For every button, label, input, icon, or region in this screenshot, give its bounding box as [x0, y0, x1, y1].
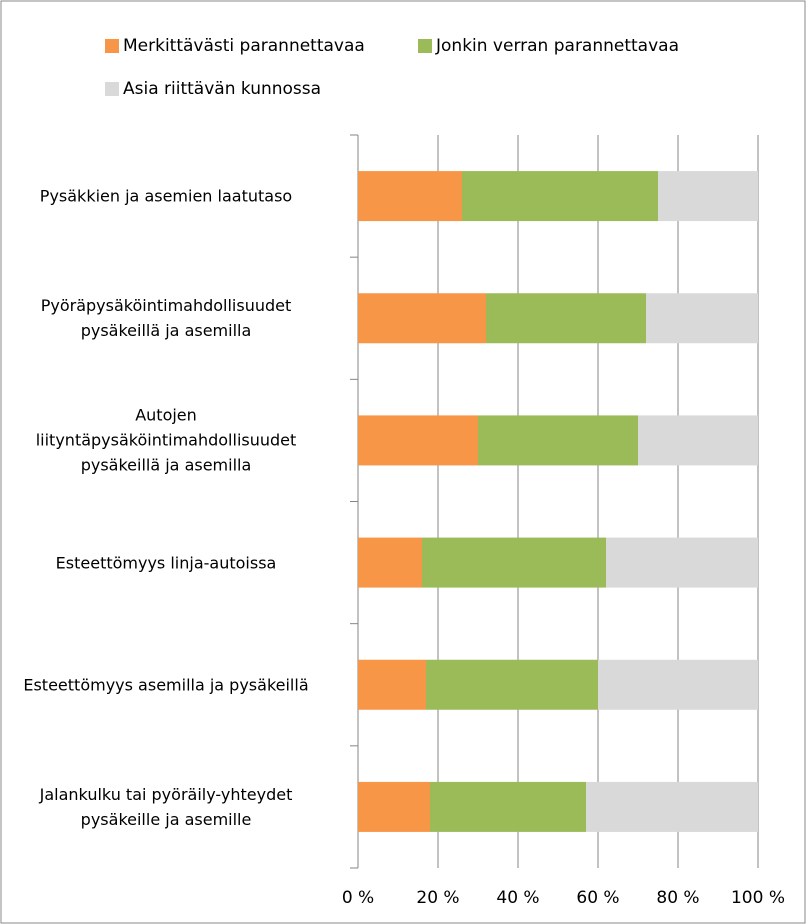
y-tick-label: Autojen liityntäpysäköintimahdollisuudet…: [35, 405, 297, 475]
x-tick-label: 60 %: [576, 888, 619, 908]
legend-label: Jonkin verran parannettavaa: [435, 36, 679, 56]
bar-segment: [422, 537, 606, 588]
x-tick-label: 20 %: [416, 888, 459, 908]
bar-segment: [638, 415, 758, 466]
y-tick-label: Jalankulku tai pyöräily-yhteydet pysäkei…: [39, 784, 293, 829]
x-tick-label: 0 %: [342, 888, 374, 908]
bar-segment: [426, 659, 598, 710]
x-tick-label: 80 %: [656, 888, 699, 908]
y-tick-label: Esteettömyys linja-autoissa: [55, 553, 277, 573]
bar-segment: [358, 171, 462, 222]
x-tick-label: 40 %: [496, 888, 539, 908]
legend-swatch: [105, 39, 119, 53]
bar-segment: [486, 293, 646, 344]
bar-segment: [606, 537, 758, 588]
bar-segment: [462, 171, 658, 222]
bar-segment: [646, 293, 758, 344]
bar-segment: [598, 659, 758, 710]
bar-segment: [358, 781, 430, 832]
legend-label: Merkittävästi parannettavaa: [123, 36, 365, 56]
bar-segment: [658, 171, 758, 222]
y-tick-label: Pysäkkien ja asemien laatutaso: [39, 186, 293, 206]
legend-label: Asia riittävän kunnossa: [123, 79, 321, 99]
bar-segment: [358, 659, 426, 710]
legend-swatch: [105, 82, 119, 96]
x-tick-label: 100 %: [731, 888, 785, 908]
legend-swatch: [418, 39, 432, 53]
y-tick-label: Esteettömyys asemilla ja pysäkeillä: [23, 675, 309, 695]
bar-segment: [430, 781, 586, 832]
y-tick-label: Pyöräpysäköintimahdollisuudet pysäkeillä…: [40, 296, 292, 341]
bar-segment: [358, 293, 486, 344]
bar-segment: [358, 415, 478, 466]
bar-segment: [478, 415, 638, 466]
bar-segment: [358, 537, 422, 588]
bar-segment: [586, 781, 758, 832]
